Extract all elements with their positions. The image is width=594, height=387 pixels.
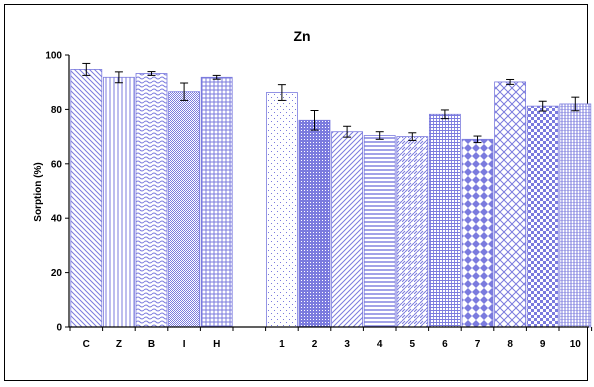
bar-1	[265, 92, 298, 328]
bar-10	[559, 103, 592, 328]
x-tick-label: 4	[377, 339, 383, 350]
y-tick-label: 0	[56, 323, 62, 334]
y-axis-ticks: 0 20 40 60 80 100	[45, 51, 69, 334]
bar-4	[363, 135, 396, 328]
y-axis-title: Sorption (%)	[33, 162, 44, 221]
y-tick-label: 20	[51, 268, 63, 279]
bar-6	[428, 113, 461, 328]
bar-C	[70, 69, 103, 328]
x-tick-label: B	[148, 339, 155, 350]
x-tick-label: 8	[507, 339, 513, 350]
x-tick-label: C	[83, 339, 90, 350]
error-bar-2	[310, 109, 319, 131]
bar-H	[200, 76, 233, 328]
bar-B	[135, 73, 168, 328]
bar-3	[331, 131, 364, 328]
error-bar-9	[538, 100, 547, 112]
error-bar-H	[212, 74, 221, 80]
x-tick-label: 6	[442, 339, 448, 350]
bar-5	[396, 136, 429, 328]
x-tick-label: I	[183, 339, 186, 350]
error-bars	[82, 62, 580, 144]
error-bar-10	[571, 96, 580, 112]
error-bar-4	[375, 131, 384, 140]
error-bar-3	[343, 125, 352, 138]
error-bar-I	[180, 82, 189, 101]
chart-title: Zn	[293, 28, 310, 44]
error-bar-1	[277, 84, 286, 101]
error-bar-Z	[114, 71, 123, 84]
x-tick-label: 3	[344, 339, 350, 350]
x-tick-label: 7	[475, 339, 481, 350]
y-tick-label: 60	[51, 159, 63, 170]
x-tick-label: 1	[279, 339, 285, 350]
error-bar-7	[473, 135, 482, 144]
x-tick-label: Z	[116, 339, 122, 350]
bar-I	[168, 91, 201, 328]
error-bar-B	[147, 71, 156, 76]
x-tick-label: 9	[540, 339, 546, 350]
error-bar-6	[440, 109, 449, 120]
bar-7	[461, 138, 494, 328]
error-bar-8	[506, 78, 515, 85]
x-tick-label: 10	[570, 339, 582, 350]
error-bar-C	[82, 62, 91, 76]
bar-Z	[103, 76, 135, 328]
bar-9	[526, 105, 559, 328]
x-axis-ticks: C Z B I H 1 2 3 4 5 6 7 8 9 10	[69, 327, 593, 350]
x-tick-label: 5	[410, 339, 416, 350]
y-tick-label: 100	[45, 51, 62, 62]
axes	[68, 55, 589, 328]
y-tick-label: 80	[51, 105, 63, 116]
error-bar-5	[408, 132, 417, 141]
x-tick-label: H	[213, 339, 220, 350]
bars	[70, 69, 592, 328]
y-tick-label: 40	[51, 214, 63, 225]
bar-2	[298, 119, 331, 328]
x-tick-label: 2	[312, 339, 318, 350]
bar-8	[494, 81, 527, 328]
